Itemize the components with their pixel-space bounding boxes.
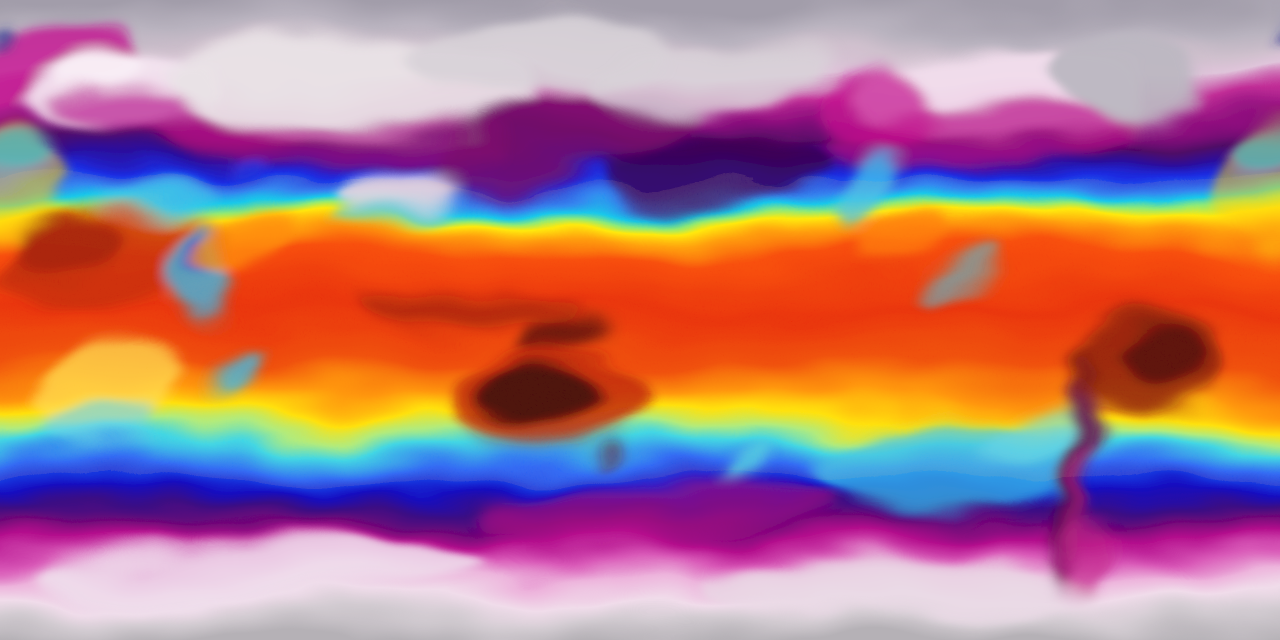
- patagonia-magenta-tail: [1063, 514, 1117, 598]
- south-magenta-crest: [480, 485, 820, 535]
- mediterranean-cool-patch: [100, 182, 220, 210]
- n-pacific-dark-purple-band: [610, 139, 830, 197]
- ne-asia-dark-magenta-blob: [421, 97, 699, 183]
- antarctic-pale-tongue-west: [40, 539, 470, 601]
- na-west-magenta-swirl: [825, 65, 935, 145]
- east-edge-cyan-fringe: [1230, 133, 1280, 173]
- caspian-cool-spot: [233, 158, 273, 182]
- greenland-gray-blob: [1050, 26, 1200, 118]
- east-edge-dark-sliver: [1262, 24, 1280, 48]
- west-edge-dark-sliver: [0, 26, 18, 50]
- tibet-pale-blob: [335, 173, 455, 211]
- antarctic-pale-tongue-east: [705, 561, 1105, 615]
- central-asia-magenta-band: [160, 116, 500, 168]
- tropics-grain-texture: [0, 205, 1280, 455]
- scandinavia-white-blob: [51, 53, 149, 103]
- bering-pale-swirl: [585, 43, 825, 117]
- west-edge-cyan-fringe: [0, 133, 55, 177]
- nz-cool-blob: [722, 448, 774, 488]
